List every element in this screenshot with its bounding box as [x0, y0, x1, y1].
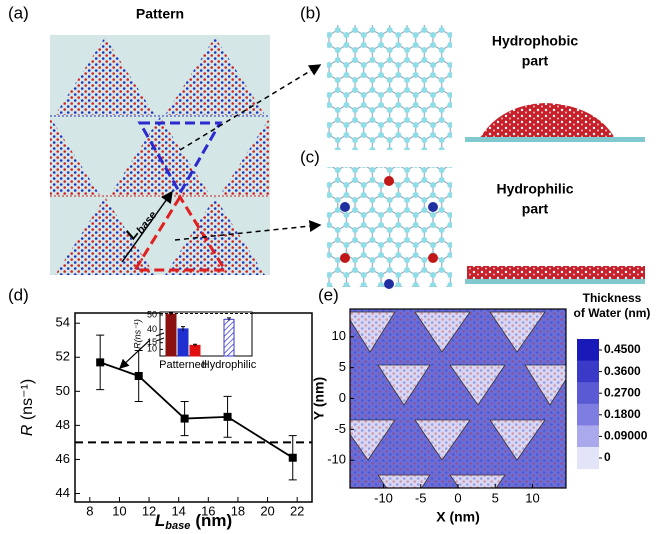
- x-tick-label: 20: [260, 503, 274, 518]
- graphene-lattice: [327, 25, 452, 150]
- y-tick-label: 5: [339, 359, 346, 374]
- functional-groups: [340, 176, 438, 289]
- x-tick-label: -10: [374, 490, 393, 505]
- x-axis-label: Lbase (nm): [155, 511, 232, 531]
- panel-label: (b): [300, 3, 321, 22]
- x-axis-unit: (nm): [195, 511, 232, 530]
- x-tick-label: 10: [525, 490, 539, 505]
- bar: [223, 318, 235, 357]
- pattern-image: [50, 35, 270, 275]
- colorbar-title: Thickness: [583, 291, 642, 305]
- colorbar-swatch: [577, 425, 599, 448]
- y-tick-label: 40: [147, 324, 157, 334]
- x-tick-label: Hydrophilic: [202, 359, 257, 371]
- y-tick-label: 0: [339, 390, 346, 405]
- y-tick-label: 46: [56, 451, 70, 466]
- x-tick-label: 22: [290, 503, 304, 518]
- x-tick-label: Patterned: [159, 359, 207, 371]
- arrow: [119, 339, 151, 369]
- y-tick-label: 15: [147, 337, 157, 347]
- x-tick-label: -5: [415, 490, 427, 505]
- arrow: [174, 220, 322, 241]
- colorbar-swatch: [577, 403, 599, 426]
- x-tick-label: 12: [142, 503, 156, 518]
- caption: Hydrophilic: [496, 181, 573, 197]
- panel-label: (d): [8, 285, 29, 304]
- y-tick-label: 52: [56, 349, 70, 364]
- droplet: [480, 103, 615, 138]
- caption: part: [522, 201, 549, 217]
- y-tick-label: -10: [327, 452, 346, 467]
- data-line: [99, 361, 294, 459]
- colorbar-swatch: [577, 339, 599, 362]
- colorbar-label: 0.3600: [604, 364, 641, 378]
- error-bar: [193, 343, 197, 347]
- bar: [165, 313, 177, 357]
- y-tick-label: 10: [147, 344, 157, 354]
- y-tick-label: -5: [334, 421, 346, 436]
- y-axis-unit: (ns⁻¹): [19, 379, 36, 420]
- substrate: [465, 137, 645, 142]
- caption: part: [522, 53, 549, 69]
- marker: [96, 358, 105, 367]
- colorbar-title: of Water (nm): [574, 306, 651, 320]
- error-bar: [227, 317, 231, 321]
- arrow: [179, 64, 322, 151]
- axis-break: [155, 332, 165, 342]
- x-axis-symbol: L: [155, 511, 165, 530]
- x-axis-subscript: base: [165, 520, 190, 532]
- y-axis-label: R (ns⁻¹): [19, 379, 36, 436]
- x-tick-label: 18: [231, 503, 245, 518]
- colorbar-label: 0.2700: [604, 385, 641, 399]
- x-tick-label: 5: [492, 490, 499, 505]
- contour-map: [350, 309, 566, 488]
- substrate: [465, 279, 645, 284]
- colorbar-swatch: [577, 382, 599, 405]
- panel-title: Pattern: [136, 6, 184, 22]
- panel-label: (c): [300, 147, 320, 166]
- y-tick-label: 50: [56, 383, 70, 398]
- marker: [180, 414, 189, 423]
- x-axis-label: X (nm): [436, 509, 480, 525]
- y-tick-label: 54: [56, 315, 70, 330]
- water-film: [467, 266, 645, 279]
- y-axis-label: R(ns⁻¹): [132, 319, 142, 349]
- y-tick-label: 10: [332, 328, 346, 343]
- colorbar-swatch: [577, 447, 599, 470]
- marker: [134, 372, 143, 380]
- colorbar-swatch: [577, 360, 599, 383]
- bar: [177, 328, 189, 357]
- error-bar: [181, 326, 185, 332]
- x-tick-label: 16: [201, 503, 215, 518]
- x-tick-label: 14: [171, 503, 185, 518]
- y-axis-label: Y (nm): [311, 377, 327, 420]
- colorbar-label: 0: [604, 450, 611, 464]
- bar: [189, 344, 201, 357]
- x-tick-label: 10: [112, 503, 126, 518]
- marker: [288, 453, 297, 462]
- y-tick-label: 50: [147, 309, 157, 319]
- panel-label: (e): [318, 285, 339, 304]
- x-tick-label: 8: [86, 503, 93, 518]
- panel-label: (a): [8, 3, 29, 22]
- marker: [223, 412, 232, 421]
- colorbar-label: 0.09000: [604, 429, 648, 443]
- y-tick-label: 44: [56, 485, 70, 500]
- colorbar-label: 0.4500: [604, 342, 641, 356]
- error-bar: [169, 312, 173, 316]
- graphene-lattice: [327, 167, 452, 287]
- y-axis-symbol: R: [19, 424, 36, 436]
- y-tick-label: 48: [56, 417, 70, 432]
- x-tick-label: 0: [454, 490, 461, 505]
- colorbar-label: 0.1800: [604, 407, 641, 421]
- caption: Hydrophobic: [492, 33, 579, 49]
